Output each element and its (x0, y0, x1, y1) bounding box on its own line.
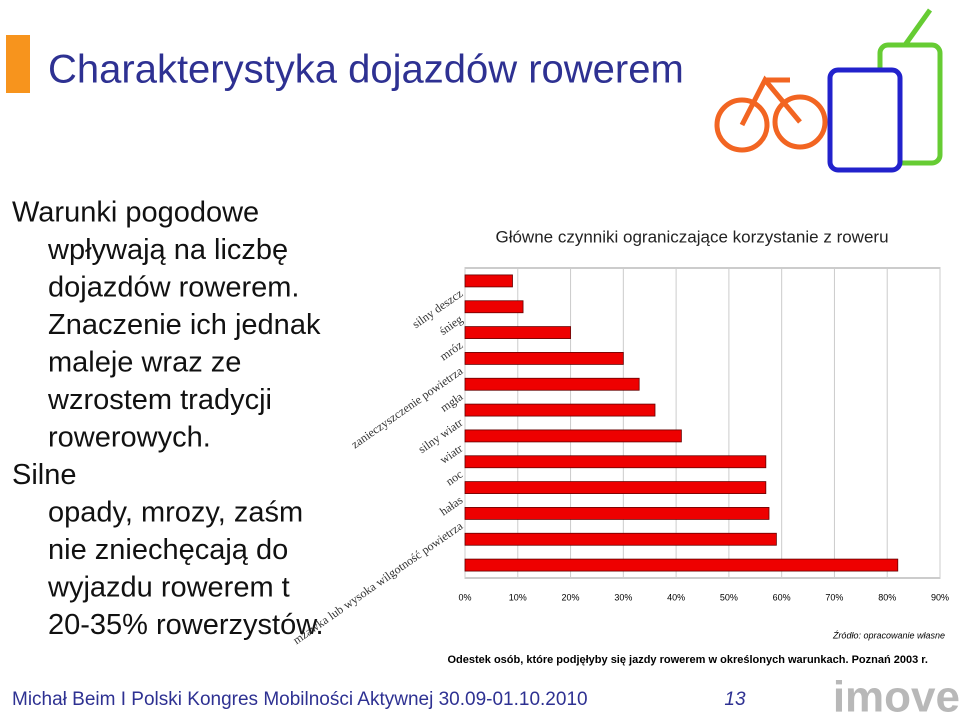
bar (464, 403, 656, 417)
body-line: dojazdów rowerem. (48, 272, 299, 304)
body-line: wzrostem tradycji (47, 384, 272, 416)
footer-bg (0, 680, 960, 720)
bar (464, 455, 767, 469)
body-text: Warunki pogodowe wpływają na liczbę dojazd… (12, 197, 324, 642)
x-tick-label: 70% (825, 592, 843, 602)
bar (464, 429, 682, 443)
x-tick-label: 10% (509, 592, 527, 602)
logo-icons (714, 8, 943, 173)
x-tick-label: 20% (562, 592, 580, 602)
bar (464, 377, 640, 391)
body-line: opady, mrozy, zaśm (48, 497, 303, 529)
page-number: 13 (724, 689, 746, 710)
bar (464, 532, 777, 546)
slide-title: Charakterystyka dojazdów rowerem (48, 48, 684, 92)
x-tick-label: 50% (720, 592, 738, 602)
accent-bar (6, 35, 30, 93)
footer: Michał Beim I Polski Kongres Mobilności … (12, 689, 588, 710)
body-line: Znaczenie ich jednak (48, 309, 321, 341)
x-tick-label: 60% (773, 592, 791, 602)
x-tick-label: 30% (614, 592, 632, 602)
body-line: wpływają na liczbę (47, 234, 288, 266)
bar (464, 507, 770, 520)
body-line: maleje wraz ze (48, 347, 241, 379)
body-line: rowerowych. (48, 422, 211, 454)
bar (464, 274, 513, 288)
x-tick-label: 0% (458, 592, 471, 602)
bar (464, 558, 899, 572)
body-line: wyjazdu rowerem t (47, 572, 290, 604)
logo-text: imove (833, 673, 960, 720)
body-line: 20-35% rowerzystów. (48, 609, 324, 641)
x-tick-label: 80% (878, 592, 896, 602)
body-line: Warunki pogodowe (12, 197, 259, 229)
bar (464, 352, 624, 365)
plot-area (464, 267, 941, 579)
bar (464, 481, 767, 494)
x-tick-label: 40% (667, 592, 685, 602)
caption: Odestek osób, które podjęłyby się jazdy … (447, 654, 928, 666)
x-tick-label: 90% (931, 592, 949, 602)
body-line: nie zniechęcają do (48, 534, 288, 566)
bar (464, 326, 571, 339)
source: Źródło: opracowanie własne (832, 630, 945, 640)
bar (464, 300, 524, 314)
body-line: Silne (12, 459, 77, 491)
chart-title: Główne czynniki ograniczające korzystani… (495, 227, 888, 246)
